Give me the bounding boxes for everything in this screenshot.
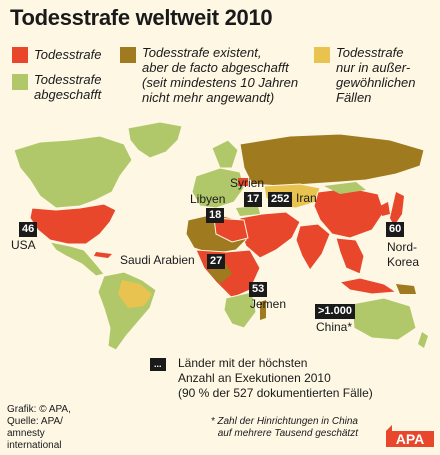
europe-shape [191,167,245,209]
greenland-shape [127,122,183,159]
mexico-shape [48,241,105,277]
badge-usa: 46 [19,222,38,237]
key-badge: ... [150,358,166,371]
china-footnote: * Zahl der Hinrichtungen in China auf me… [210,416,358,439]
world-map [13,122,428,351]
new-zealand-shape [418,332,428,348]
libya-egypt-shape [213,217,249,243]
china-shape [313,187,385,239]
legend-label-death-penalty: Todesstrafe [34,47,102,62]
badge-saudi-arabia: 27 [207,254,226,269]
key-note-text: Länder mit der höchsten Anzahl an Exekut… [178,356,373,400]
southeast-asia-shape [335,237,365,275]
label-north-korea: Nord- Korea [387,240,420,269]
legend-swatch-exceptional [314,47,330,63]
turkey-shape [236,206,260,216]
papua-shape [396,284,416,294]
belarus-shape [238,178,248,186]
apa-logo-text: APA [396,431,425,447]
madagascar-shape [260,300,266,320]
legend-swatch-death-penalty [12,47,28,63]
canada-shape [13,135,133,209]
label-saudi-arabia: Saudi Arabien [120,253,195,267]
label-yemen: Jemen [250,297,287,311]
legend-label-abolished: Todesstrafe abgeschafft [34,72,102,102]
scandinavia-shape [211,139,239,169]
australia-shape [351,297,417,341]
badge-china: >1.000 [315,304,355,319]
north-korea-shape [380,202,390,216]
badge-syria: 17 [244,192,263,207]
badge-iran: 252 [268,192,293,207]
usa-shape [29,203,117,245]
badge-north-korea: 60 [386,222,405,237]
label-syria: Syrien [230,176,265,190]
mongolia-shape [324,182,366,194]
russia-shape [239,133,425,187]
label-iran: Iran [296,191,317,205]
badge-yemen: 53 [249,282,268,297]
cuba-shape [94,252,112,258]
japan-shape [390,192,404,226]
label-libya: Libyen [190,192,226,206]
brazil-exceptional-shape [118,280,152,308]
legend-label-exceptional: Todesstrafe nur in außer- gewöhnlichen F… [336,45,416,105]
legend-swatch-abolished [12,74,28,90]
label-usa: USA [11,238,36,252]
label-china: China* [316,320,353,334]
indonesia-shape [338,277,398,295]
source-credit: Grafik: © APA, Quelle: APA/ amnesty inte… [7,404,71,451]
india-shape [295,223,331,271]
badge-libya: 18 [206,208,225,223]
legend-swatch-de-facto [120,47,136,63]
apa-logo: APA [386,425,434,447]
legend-label-de-facto: Todesstrafe existent, aber de facto abge… [142,45,299,105]
chart-title: Todesstrafe weltweit 2010 [10,5,273,30]
